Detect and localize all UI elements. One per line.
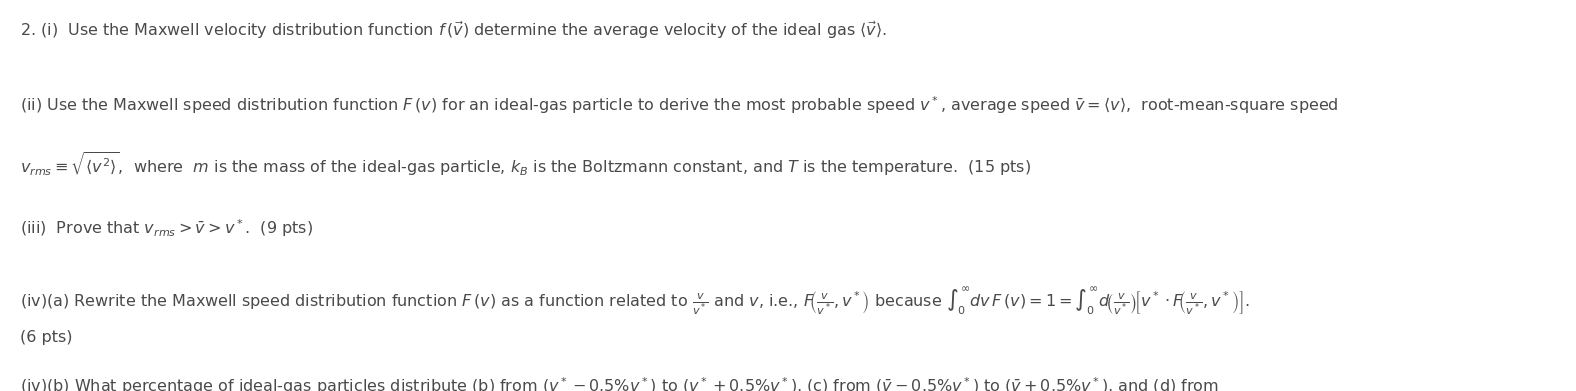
Text: (iv)(a) Rewrite the Maxwell speed distribution function $F\,(v)$ as a function r: (iv)(a) Rewrite the Maxwell speed distri… [20,285,1250,317]
Text: (ii) Use the Maxwell speed distribution function $F\,(v)$ for an ideal-gas parti: (ii) Use the Maxwell speed distribution … [20,94,1340,115]
Text: 2. (i)  Use the Maxwell velocity distribution function $f\,(\vec{v})$ determine : 2. (i) Use the Maxwell velocity distribu… [20,20,887,41]
Text: $v_{rms} \equiv \sqrt{\langle v^2 \rangle}$,  where  $m$ is the mass of the idea: $v_{rms} \equiv \sqrt{\langle v^2 \rangl… [20,151,1031,179]
Text: (6 pts): (6 pts) [20,330,72,345]
Text: (iv)(b) What percentage of ideal-gas particles distribute (b) from $(v^* - 0.5\%: (iv)(b) What percentage of ideal-gas par… [20,375,1220,391]
Text: (iii)  Prove that $v_{rms} > \bar{v} > v^*$.  (9 pts): (iii) Prove that $v_{rms} > \bar{v} > v^… [20,217,314,239]
